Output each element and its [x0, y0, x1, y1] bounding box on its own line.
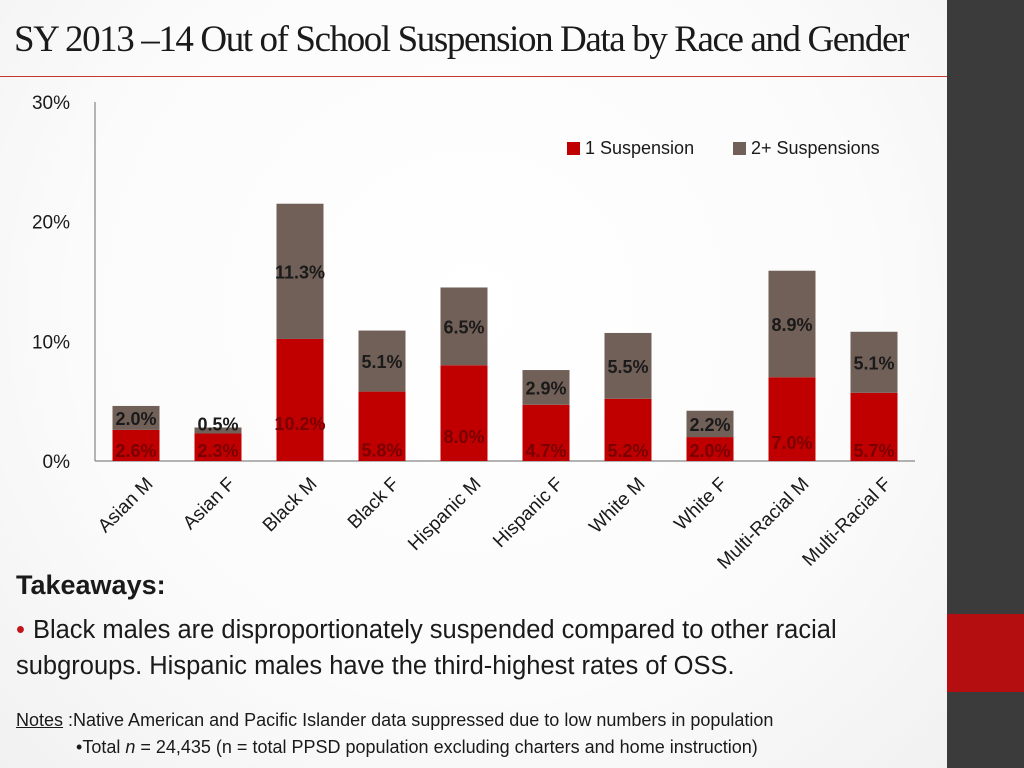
x-category-label: Black M — [259, 474, 322, 537]
bar-2plus-suspensions — [850, 331, 898, 393]
data-label-1-suspension: 10.2% — [274, 414, 325, 434]
bar-1-suspension — [604, 398, 652, 461]
data-label-2plus-suspensions: 0.5% — [197, 414, 238, 434]
bar-2plus-suspensions — [522, 370, 570, 405]
y-tick-label: 20% — [32, 213, 70, 234]
takeaway-text: Black males are disproportionately suspe… — [16, 616, 837, 680]
data-label-1-suspension: 2.3% — [197, 441, 238, 461]
stacked-bar-chart: 0% 10% 20% 30% 2.6% 2.0% Asian M 2.3% 0.5% Asian … — [32, 93, 915, 574]
x-category-label: White M — [585, 474, 649, 538]
bar-1-suspension — [850, 392, 898, 461]
bar-2plus-suspensions — [358, 330, 406, 392]
x-category-label: Asian F — [179, 474, 239, 534]
data-label-2plus-suspensions: 2.0% — [115, 409, 156, 429]
bar-2plus-suspensions — [440, 287, 488, 366]
data-label-2plus-suspensions: 5.1% — [853, 353, 894, 373]
data-label-2plus-suspensions: 5.5% — [607, 357, 648, 377]
data-label-1-suspension: 2.6% — [115, 441, 156, 461]
notes-line: Notes :Native American and Pacific Islan… — [16, 710, 773, 731]
bar-2plus-suspensions — [112, 405, 160, 430]
data-label-2plus-suspensions: 5.1% — [361, 352, 402, 372]
bar-1-suspension — [440, 365, 488, 461]
x-category-label: Black F — [344, 474, 404, 534]
data-label-2plus-suspensions: 11.3% — [275, 262, 325, 282]
side-accent-block — [947, 614, 1024, 692]
notes-total-line: •Total n = 24,435 (n = total PPSD popula… — [76, 737, 758, 758]
legend-label-1-suspension: 1 Suspension — [585, 138, 694, 158]
bar-1-suspension — [768, 377, 816, 461]
bar-2plus-suspensions — [604, 332, 652, 399]
legend-swatch-2plus-suspensions — [733, 142, 746, 155]
data-label-2plus-suspensions: 2.9% — [525, 378, 566, 398]
legend-label-2plus-suspensions: 2+ Suspensions — [751, 138, 880, 158]
title-divider — [0, 76, 947, 77]
notes-total-n: n — [125, 737, 136, 757]
data-label-2plus-suspensions: 2.2% — [689, 415, 730, 435]
bar-1-suspension — [522, 404, 570, 461]
data-label-1-suspension: 4.7% — [525, 441, 566, 461]
y-tick-label: 0% — [43, 452, 71, 473]
x-category-label: White F — [670, 474, 731, 535]
data-label-1-suspension: 5.7% — [853, 441, 894, 461]
x-category-label: Hispanic M — [404, 474, 485, 555]
bar-2plus-suspensions — [194, 427, 242, 434]
bullet-icon: • — [16, 616, 25, 644]
data-label-1-suspension: 8.0% — [443, 427, 484, 447]
notes-bullet-icon: • — [76, 737, 83, 757]
bar-1-suspension — [358, 391, 406, 461]
data-label-1-suspension: 5.8% — [361, 440, 402, 460]
bar-1-suspension — [276, 338, 324, 461]
y-tick-label: 30% — [32, 93, 70, 114]
data-label-1-suspension: 2.0% — [689, 441, 730, 461]
bar-1-suspension — [686, 437, 734, 461]
bar-2plus-suspensions — [768, 270, 816, 378]
y-tick-label: 10% — [32, 332, 70, 353]
bar-2plus-suspensions — [276, 203, 324, 339]
data-label-1-suspension: 5.2% — [607, 441, 648, 461]
bar-1-suspension — [112, 429, 160, 461]
data-label-1-suspension: 7.0% — [771, 433, 812, 453]
notes-label: Notes — [16, 710, 64, 730]
notes-total-rest: = 24,435 (n = total PPSD population excl… — [135, 737, 758, 757]
x-category-label: Asian M — [94, 474, 157, 537]
notes-total-prefix: Total — [82, 737, 126, 757]
data-label-2plus-suspensions: 8.9% — [771, 315, 812, 335]
page-title: SY 2013 –14 Out of School Suspension Dat… — [14, 19, 909, 60]
data-label-2plus-suspensions: 6.5% — [443, 317, 484, 337]
bar-1-suspension — [194, 433, 242, 461]
takeaways-heading: Takeaways: — [16, 570, 166, 600]
bar-2plus-suspensions — [686, 410, 734, 438]
notes-text: :Native American and Pacific Islander da… — [63, 710, 774, 730]
takeaway-bullet: • Black males are disproportionately susp… — [16, 612, 936, 684]
x-category-label: Hispanic F — [489, 474, 567, 552]
legend-swatch-1-suspension — [567, 142, 580, 155]
